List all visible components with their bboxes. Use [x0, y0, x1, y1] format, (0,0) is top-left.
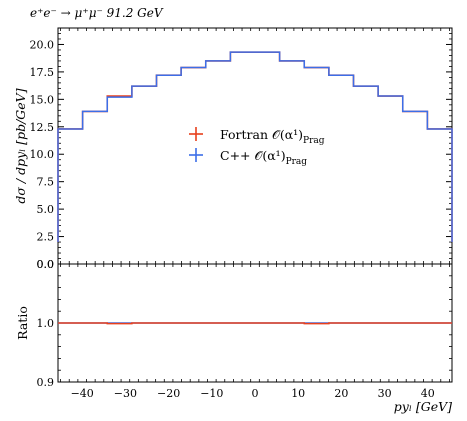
main-ytick-label: 0.0 — [37, 258, 55, 271]
legend-item-cpp: C++ 𝒪(α¹)Prag — [189, 148, 307, 167]
legend-label-cpp: C++ 𝒪(α¹)Prag — [220, 148, 307, 167]
x-tick-label: 0 — [252, 387, 259, 400]
chart-title: e⁺e⁻ → μ⁺μ⁻ 91.2 GeV — [30, 6, 164, 20]
x-tick-label: 40 — [421, 387, 435, 400]
main-ytick-label: 10.0 — [30, 148, 55, 161]
x-tick-label: −20 — [157, 387, 180, 400]
main-ytick-label: 20.0 — [30, 38, 55, 51]
x-tick-label: 10 — [291, 387, 305, 400]
main-ytick-label: 5.0 — [37, 203, 55, 216]
x-tick-label: −40 — [71, 387, 94, 400]
main-y-axis-label: dσ / dpyₗ [pb/GeV] — [13, 88, 28, 203]
ratio-line-fortran — [58, 322, 452, 325]
main-series-group — [57, 51, 453, 242]
x-tick-label: −30 — [114, 387, 137, 400]
main-ytick-label: 12.5 — [30, 121, 55, 134]
x-tick-label: −10 — [200, 387, 223, 400]
main-ytick-label: 7.5 — [37, 176, 55, 189]
main-ytick-label: 2.5 — [37, 231, 55, 244]
legend: Fortran 𝒪(α¹)Prag C++ 𝒪(α¹)Prag — [189, 127, 325, 167]
main-axis-ticks: 0.0 2.5 5.0 7.5 10.0 12.5 15.0 17.5 20.0 — [30, 28, 452, 271]
ratio-ytick-label: 1.0 — [37, 317, 55, 330]
x-tick-label: 20 — [334, 387, 348, 400]
x-axis-tick-labels: −40 −30 −20 −10 0 10 20 30 40 — [71, 387, 435, 400]
x-axis-label: pyₗ [GeV] — [394, 399, 452, 414]
ratio-ytick-label-top: 0.0 — [37, 258, 55, 271]
main-ytick-label: 15.0 — [30, 93, 55, 106]
main-plot-frame — [57, 27, 453, 265]
x-tick-label: 30 — [378, 387, 392, 400]
ratio-ytick-label: 0.9 — [37, 376, 55, 389]
legend-label-fortran: Fortran 𝒪(α¹)Prag — [220, 127, 325, 146]
series-line-cpp — [57, 51, 453, 242]
ratio-axis-ticks: 0.9 1.0 0.0 — [37, 258, 452, 389]
ratio-y-axis-label: Ratio — [15, 306, 30, 340]
ratio-series-group — [58, 322, 452, 325]
legend-item-fortran: Fortran 𝒪(α¹)Prag — [189, 127, 325, 146]
main-ytick-label: 17.5 — [30, 66, 55, 79]
